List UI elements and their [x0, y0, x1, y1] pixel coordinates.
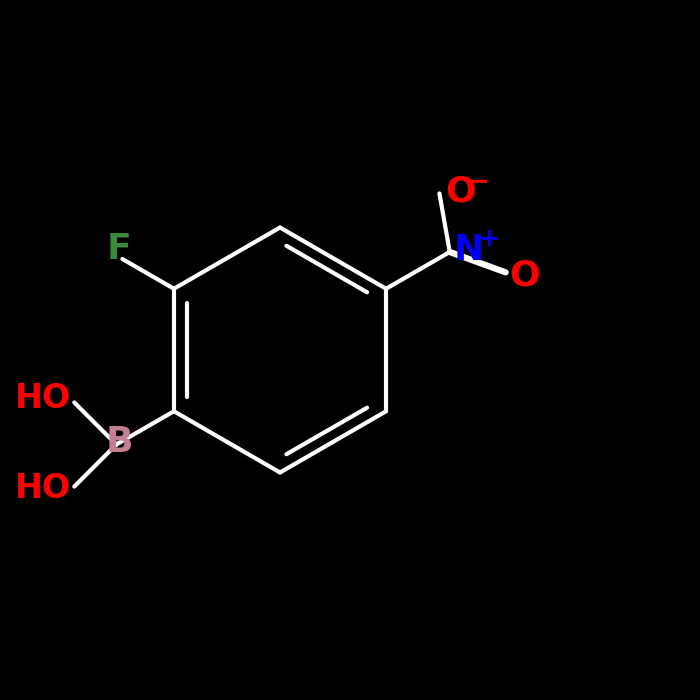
Text: O: O: [509, 259, 540, 293]
Text: +: +: [478, 228, 499, 251]
Text: −: −: [469, 169, 490, 192]
Text: HO: HO: [15, 473, 71, 505]
Text: F: F: [106, 232, 132, 265]
Text: N: N: [453, 233, 484, 267]
Text: HO: HO: [15, 382, 71, 415]
Text: O: O: [445, 174, 476, 209]
Text: B: B: [106, 426, 133, 459]
